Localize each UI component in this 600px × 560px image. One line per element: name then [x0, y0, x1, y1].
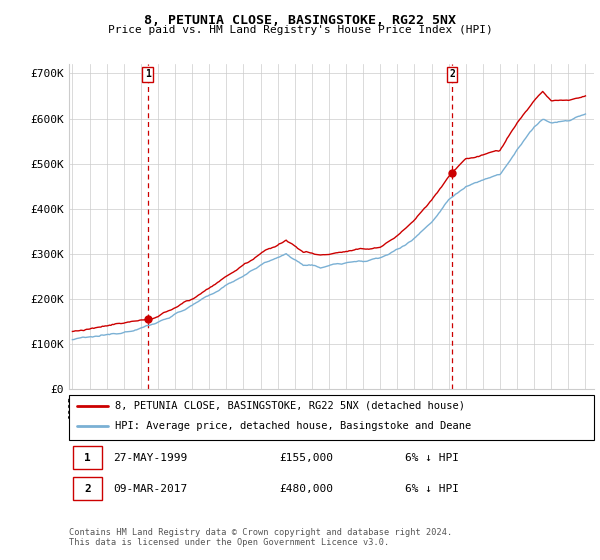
Text: £480,000: £480,000 — [279, 484, 333, 494]
Text: 8, PETUNIA CLOSE, BASINGSTOKE, RG22 5NX (detached house): 8, PETUNIA CLOSE, BASINGSTOKE, RG22 5NX … — [115, 401, 465, 411]
Text: 1: 1 — [145, 69, 151, 80]
FancyBboxPatch shape — [73, 446, 102, 469]
Text: £155,000: £155,000 — [279, 453, 333, 463]
Text: 1: 1 — [84, 453, 91, 463]
Text: 2: 2 — [449, 69, 455, 80]
Text: 8, PETUNIA CLOSE, BASINGSTOKE, RG22 5NX: 8, PETUNIA CLOSE, BASINGSTOKE, RG22 5NX — [144, 14, 456, 27]
Text: 2: 2 — [84, 484, 91, 494]
Text: Contains HM Land Registry data © Crown copyright and database right 2024.
This d: Contains HM Land Registry data © Crown c… — [69, 528, 452, 547]
FancyBboxPatch shape — [73, 477, 102, 501]
Text: 6% ↓ HPI: 6% ↓ HPI — [405, 484, 459, 494]
Text: 27-MAY-1999: 27-MAY-1999 — [113, 453, 188, 463]
FancyBboxPatch shape — [69, 395, 594, 440]
Text: 09-MAR-2017: 09-MAR-2017 — [113, 484, 188, 494]
Text: HPI: Average price, detached house, Basingstoke and Deane: HPI: Average price, detached house, Basi… — [115, 421, 472, 431]
Text: Price paid vs. HM Land Registry's House Price Index (HPI): Price paid vs. HM Land Registry's House … — [107, 25, 493, 35]
Text: 6% ↓ HPI: 6% ↓ HPI — [405, 453, 459, 463]
